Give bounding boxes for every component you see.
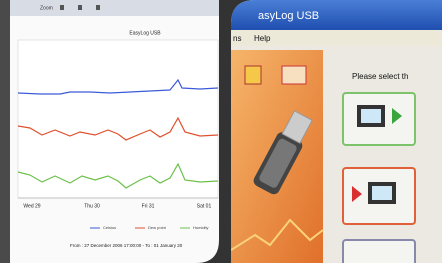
monitor-screen xyxy=(372,186,392,200)
icon xyxy=(245,66,261,84)
x-label: Wed 29 xyxy=(23,203,40,209)
tool-icon xyxy=(60,5,64,10)
chart-title: EasyLog USB xyxy=(129,30,161,36)
left-window: Zoom EasyLog USB Wed 29 Thu 30 Fri 31 Sa… xyxy=(0,0,219,263)
menu-item: Help xyxy=(254,34,271,43)
legend-label: Dew point xyxy=(148,225,167,230)
x-label: Sat 01 xyxy=(197,203,212,209)
x-label: Fri 31 xyxy=(142,203,155,209)
screenshot-collage: Zoom EasyLog USB Wed 29 Thu 30 Fri 31 Sa… xyxy=(0,0,442,263)
footer: From : 27 December 2006 17:00:00 - To : … xyxy=(70,243,183,248)
right-window: asyLog USB ns Help Please select th xyxy=(231,0,442,263)
x-label: Thu 30 xyxy=(84,203,100,209)
toolbar xyxy=(0,0,219,16)
page: Zoom EasyLog USB Wed 29 Thu 30 Fri 31 Sa… xyxy=(0,0,442,263)
icon xyxy=(282,66,306,84)
left-edge xyxy=(0,0,10,263)
menu-item: ns xyxy=(233,34,241,43)
legend-label: Celsius xyxy=(103,225,116,230)
third-button[interactable] xyxy=(343,240,415,263)
monitor-screen xyxy=(361,109,381,123)
window-title: asyLog USB xyxy=(258,10,319,22)
legend-label: Humidity xyxy=(193,225,209,230)
prompt: Please select th xyxy=(352,72,408,81)
tool-icon xyxy=(96,5,100,10)
plot-area xyxy=(18,40,218,198)
toolbar-label: Zoom xyxy=(40,5,53,11)
tool-icon xyxy=(78,5,82,10)
